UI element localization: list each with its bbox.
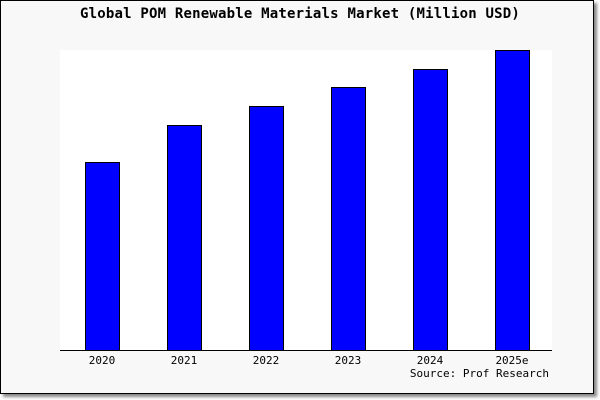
x-tick-label: 2023 — [335, 354, 362, 367]
bar-2025e — [495, 50, 530, 351]
bar-2023 — [331, 87, 366, 351]
x-tick-label: 2022 — [253, 354, 280, 367]
x-tick-label: 2024 — [417, 354, 444, 367]
bar-2024 — [413, 69, 448, 351]
bar-2020 — [85, 162, 120, 351]
plot-area — [60, 50, 552, 350]
bar-2022 — [249, 106, 284, 351]
x-tick-label: 2025e — [495, 354, 528, 367]
x-tick-label: 2020 — [89, 354, 116, 367]
x-tick-label: 2021 — [171, 354, 198, 367]
bar-2021 — [167, 125, 202, 351]
chart-title: Global POM Renewable Materials Market (M… — [79, 6, 521, 22]
source-note: Source: Prof Research — [409, 367, 549, 380]
